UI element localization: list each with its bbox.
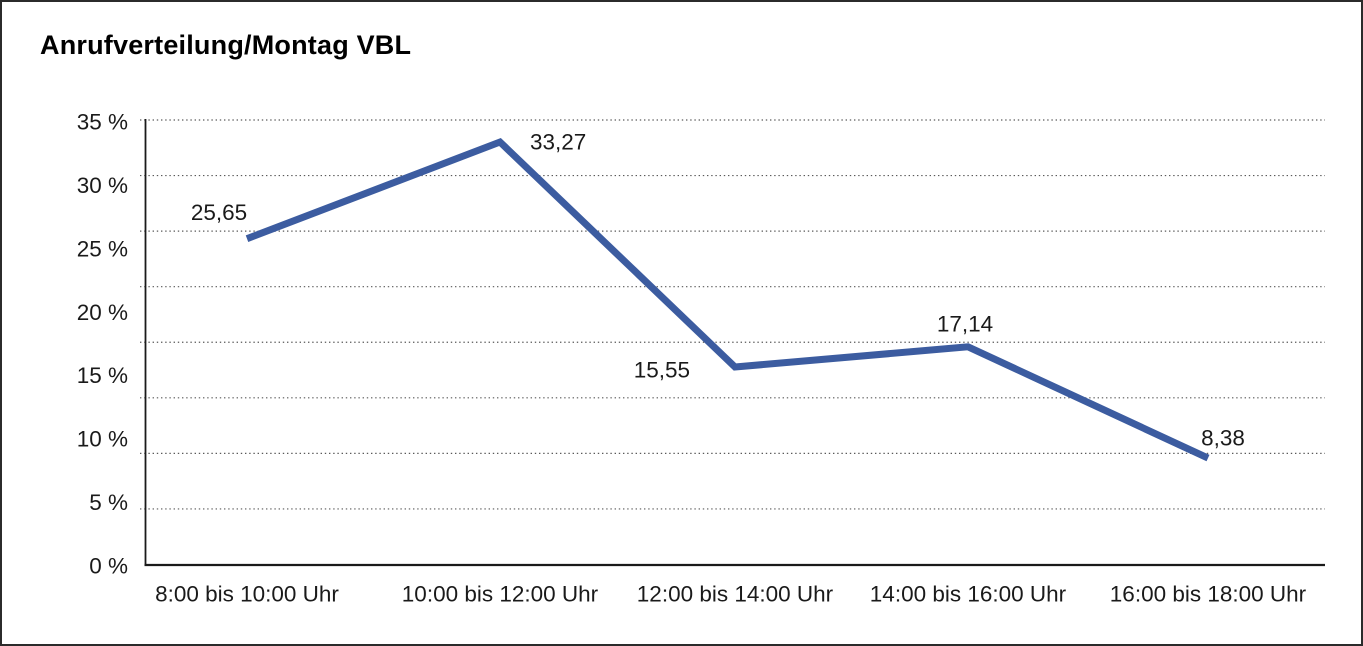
y-axis-tick-label: 20 % [77,300,128,325]
data-point-value-label: 17,14 [937,311,993,336]
x-axis-tick-label: 14:00 bis 16:00 Uhr [870,582,1067,607]
y-axis-tick-label: 35 % [77,110,128,135]
data-point-value-label: 15,55 [634,358,690,383]
data-point-value-label: 8,38 [1201,426,1245,451]
y-axis-tick-label: 10 % [77,427,128,452]
y-axis-tick-label: 5 % [89,490,128,515]
y-axis-tick-label: 0 % [89,554,128,579]
chart-title: Anrufverteilung/Montag VBL [40,30,412,60]
data-point-value-label: 25,65 [191,200,247,225]
data-series-line [245,137,1210,462]
data-point-value-label: 33,27 [530,129,586,154]
y-axis-tick-label: 15 % [77,363,128,388]
x-axis-tick-label: 10:00 bis 12:00 Uhr [402,582,599,607]
y-axis-tick-label: 30 % [77,173,128,198]
y-axis-tick-label: 25 % [77,236,128,261]
x-axis-tick-label: 8:00 bis 10:00 Uhr [155,582,339,607]
x-axis-tick-label: 16:00 bis 18:00 Uhr [1110,582,1307,607]
x-axis-tick-label: 12:00 bis 14:00 Uhr [637,582,834,607]
